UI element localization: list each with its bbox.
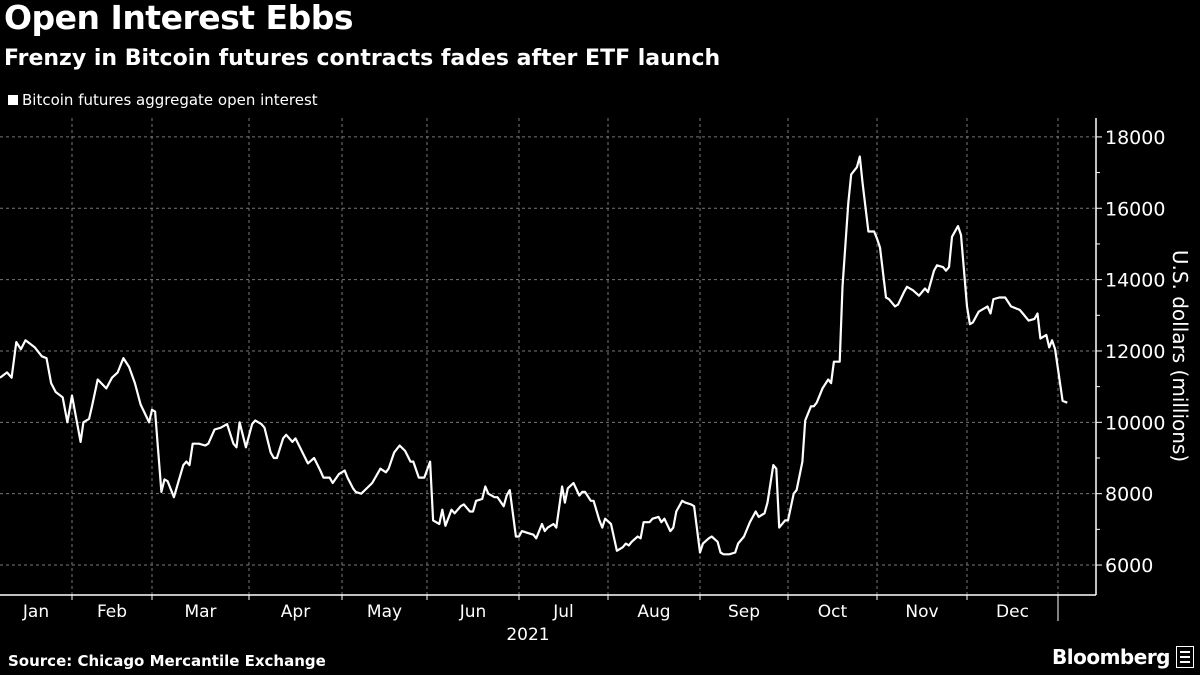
y-axis-title: U.S. dollars (millions) (1168, 250, 1192, 462)
brand-name: Bloomberg (1052, 645, 1170, 669)
x-tick-label: Jul (552, 602, 574, 622)
axes (0, 118, 1102, 621)
source-note: Source: Chicago Mercantile Exchange (8, 652, 326, 670)
series-line-open-interest (0, 155, 1068, 556)
x-tick-label: Jun (459, 602, 487, 622)
x-axis-year-label: 2021 (506, 625, 549, 645)
bloomberg-logo: Bloomberg (1052, 645, 1194, 669)
x-tick-label: Apr (281, 602, 310, 622)
y-tick-label: 6000 (1105, 555, 1153, 577)
series-layer (0, 155, 1068, 556)
x-tick-label: Sep (728, 602, 760, 622)
legend: Bitcoin futures aggregate open interest (8, 91, 318, 109)
x-tick-label: Dec (996, 602, 1029, 622)
x-tick-label: Mar (184, 602, 216, 622)
x-tick-labels: Jan Feb Mar Apr May Jun Jul Aug Sep Oct Nov Dec (22, 602, 1029, 622)
chart-subtitle: Frenzy in Bitcoin futures contracts fade… (4, 46, 721, 71)
chart-title: Open Interest Ebbs (4, 0, 353, 37)
x-tick-label: Jan (22, 602, 49, 622)
y-tick-label: 12000 (1105, 341, 1165, 363)
y-tick-label: 16000 (1105, 198, 1165, 220)
y-tick-label: 8000 (1105, 484, 1153, 506)
legend-swatch (8, 95, 18, 105)
gridlines (0, 118, 1096, 595)
y-tick-label: 10000 (1105, 412, 1165, 434)
x-tick-label: Aug (637, 602, 670, 622)
x-tick-label: May (367, 602, 402, 622)
y-tick-label: 14000 (1105, 270, 1165, 292)
legend-label: Bitcoin futures aggregate open interest (22, 91, 318, 109)
y-tick-labels: 6000 8000 10000 12000 14000 16000 18000 (1105, 127, 1165, 577)
terminal-icon (1176, 646, 1194, 668)
x-tick-label: Feb (97, 602, 127, 622)
x-tick-label: Oct (818, 602, 848, 622)
y-tick-label: 18000 (1105, 127, 1165, 149)
x-tick-label: Nov (905, 602, 938, 622)
